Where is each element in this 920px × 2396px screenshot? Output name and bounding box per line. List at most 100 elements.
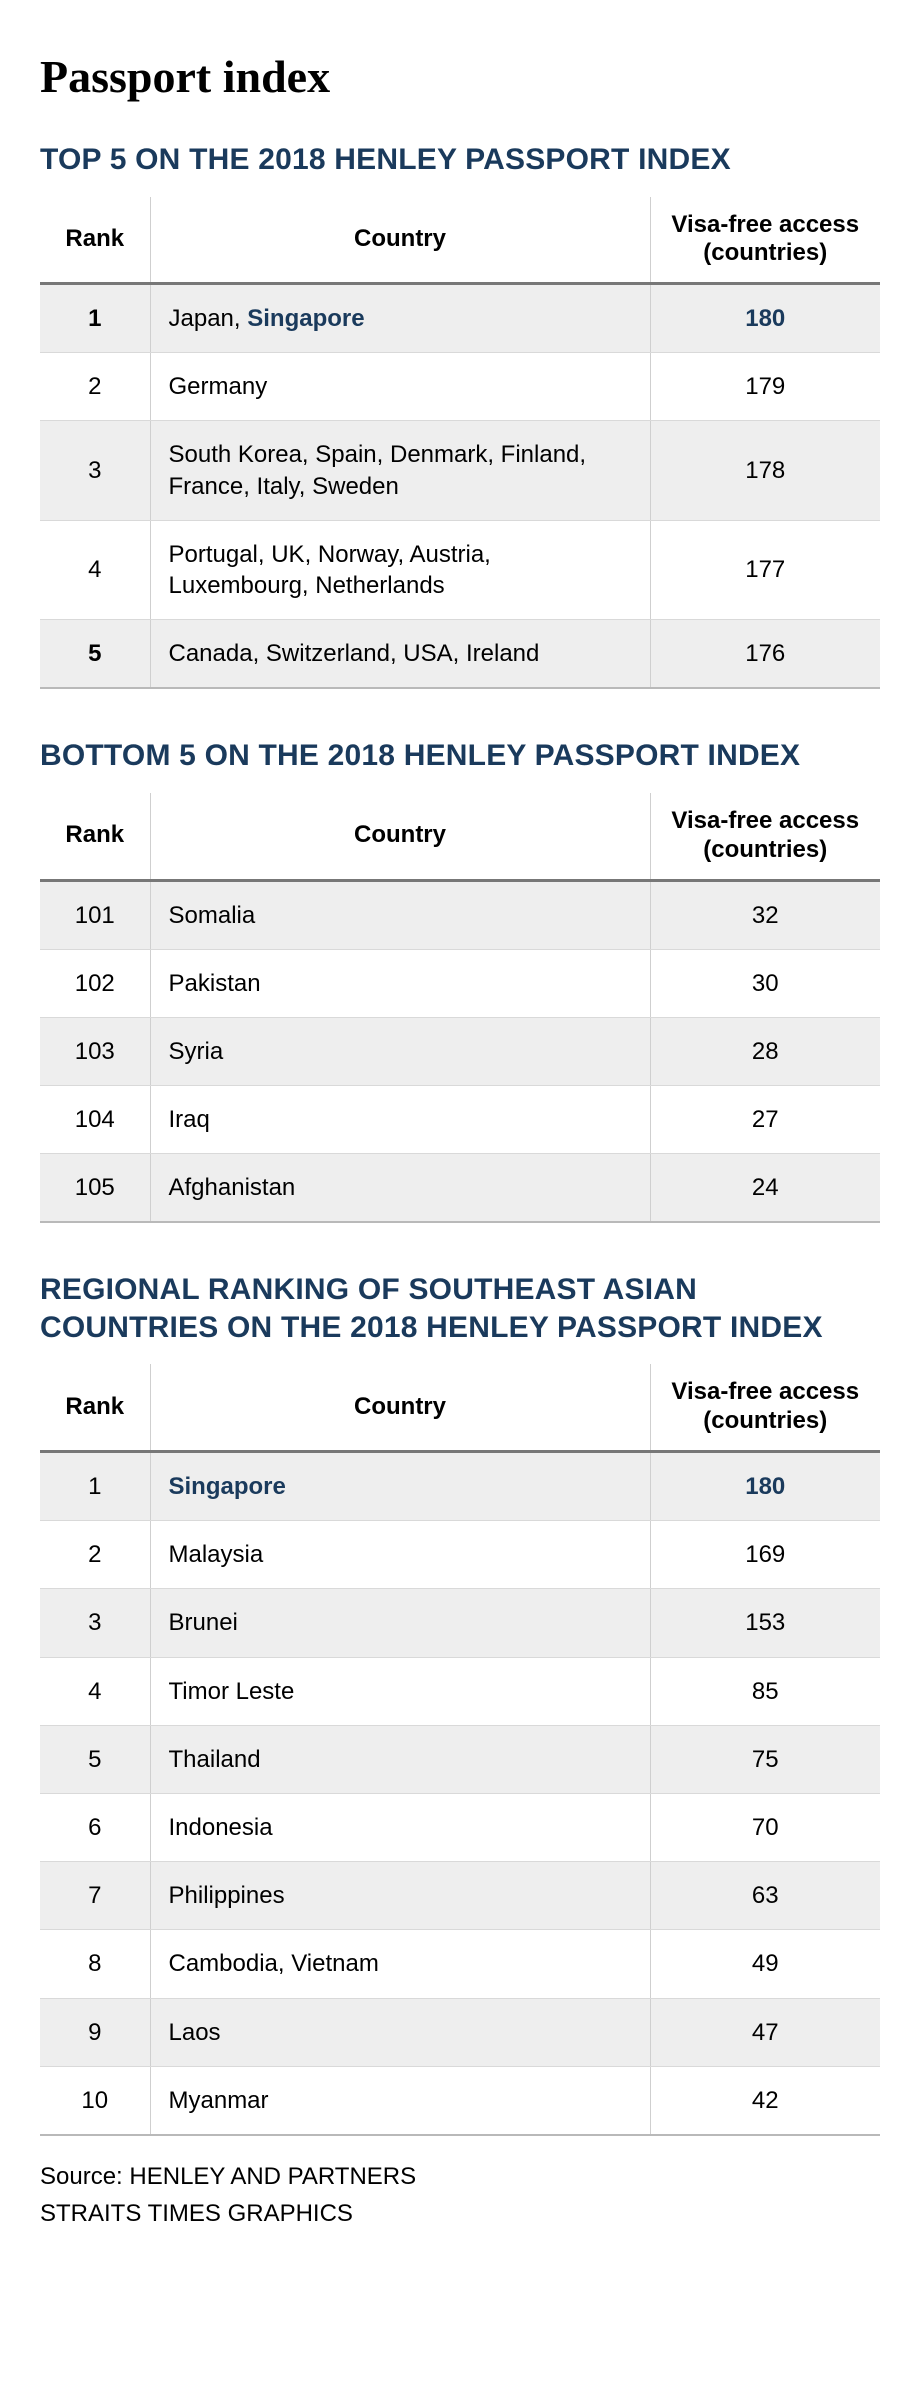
cell-access: 42 xyxy=(650,2066,880,2135)
cell-rank: 10 xyxy=(40,2066,150,2135)
col-header-country: Country xyxy=(150,793,650,880)
cell-access: 63 xyxy=(650,1862,880,1930)
credit: STRAITS TIMES GRAPHICS xyxy=(40,2200,353,2227)
cell-access: 32 xyxy=(650,880,880,949)
cell-country: Afghanistan xyxy=(150,1154,650,1223)
cell-country: Portugal, UK, Norway, Austria, Luxembour… xyxy=(150,520,650,619)
table-row: 6Indonesia70 xyxy=(40,1793,880,1861)
table-body: 1Singapore1802Malaysia1693Brunei1534Timo… xyxy=(40,1452,880,2135)
cell-rank: 2 xyxy=(40,1521,150,1589)
cell-country: Singapore xyxy=(150,1452,650,1521)
cell-country: Laos xyxy=(150,1998,650,2066)
cell-access: 28 xyxy=(650,1017,880,1085)
col-header-access: Visa-free access (countries) xyxy=(650,1364,880,1451)
cell-rank: 1 xyxy=(40,284,150,353)
ranking-table: Rank Country Visa-free access (countries… xyxy=(40,1364,880,2135)
table-row: 4Portugal, UK, Norway, Austria, Luxembou… xyxy=(40,520,880,619)
cell-rank: 103 xyxy=(40,1017,150,1085)
col-header-rank: Rank xyxy=(40,197,150,284)
cell-country: Cambodia, Vietnam xyxy=(150,1930,650,1998)
col-header-country: Country xyxy=(150,197,650,284)
cell-access: 177 xyxy=(650,520,880,619)
cell-rank: 1 xyxy=(40,1452,150,1521)
cell-access: 180 xyxy=(650,1452,880,1521)
cell-rank: 3 xyxy=(40,1589,150,1657)
table-body: 101Somalia32102Pakistan30103Syria28104Ir… xyxy=(40,880,880,1222)
cell-country: Pakistan xyxy=(150,949,650,1017)
table-row: 2Malaysia169 xyxy=(40,1521,880,1589)
cell-access: 75 xyxy=(650,1725,880,1793)
cell-rank: 4 xyxy=(40,1657,150,1725)
table-row: 4Timor Leste85 xyxy=(40,1657,880,1725)
cell-country: South Korea, Spain, Denmark, Finland, Fr… xyxy=(150,421,650,520)
section-top5: TOP 5 ON THE 2018 HENLEY PASSPORT INDEX … xyxy=(40,141,880,689)
cell-access: 179 xyxy=(650,353,880,421)
cell-country: Indonesia xyxy=(150,1793,650,1861)
cell-access: 30 xyxy=(650,949,880,1017)
cell-access: 180 xyxy=(650,284,880,353)
section-title: BOTTOM 5 ON THE 2018 HENLEY PASSPORT IND… xyxy=(40,737,880,775)
cell-country: Philippines xyxy=(150,1862,650,1930)
cell-country: Syria xyxy=(150,1017,650,1085)
cell-rank: 5 xyxy=(40,1725,150,1793)
table-row: 1Singapore180 xyxy=(40,1452,880,1521)
infographic-page: Passport index TOP 5 ON THE 2018 HENLEY … xyxy=(0,0,920,2292)
cell-rank: 4 xyxy=(40,520,150,619)
table-row: 1Japan, Singapore180 xyxy=(40,284,880,353)
cell-country: Japan, Singapore xyxy=(150,284,650,353)
source-block: Source: HENLEY AND PARTNERS STRAITS TIME… xyxy=(40,2158,880,2232)
cell-country: Iraq xyxy=(150,1086,650,1154)
cell-country: Canada, Switzerland, USA, Ireland xyxy=(150,620,650,689)
cell-access: 24 xyxy=(650,1154,880,1223)
cell-access: 70 xyxy=(650,1793,880,1861)
table-row: 5Thailand75 xyxy=(40,1725,880,1793)
cell-access: 49 xyxy=(650,1930,880,1998)
ranking-table: Rank Country Visa-free access (countries… xyxy=(40,197,880,690)
col-header-access: Visa-free access (countries) xyxy=(650,793,880,880)
cell-country: Timor Leste xyxy=(150,1657,650,1725)
cell-rank: 104 xyxy=(40,1086,150,1154)
table-row: 105Afghanistan24 xyxy=(40,1154,880,1223)
ranking-table: Rank Country Visa-free access (countries… xyxy=(40,793,880,1224)
cell-access: 85 xyxy=(650,1657,880,1725)
source-value: HENLEY AND PARTNERS xyxy=(129,2163,416,2190)
cell-country: Germany xyxy=(150,353,650,421)
table-row: 5Canada, Switzerland, USA, Ireland176 xyxy=(40,620,880,689)
table-row: 103Syria28 xyxy=(40,1017,880,1085)
cell-country: Myanmar xyxy=(150,2066,650,2135)
cell-rank: 6 xyxy=(40,1793,150,1861)
cell-access: 153 xyxy=(650,1589,880,1657)
cell-rank: 9 xyxy=(40,1998,150,2066)
col-header-access: Visa-free access (countries) xyxy=(650,197,880,284)
table-row: 3South Korea, Spain, Denmark, Finland, F… xyxy=(40,421,880,520)
cell-access: 169 xyxy=(650,1521,880,1589)
table-row: 3Brunei153 xyxy=(40,1589,880,1657)
col-header-country: Country xyxy=(150,1364,650,1451)
table-row: 102Pakistan30 xyxy=(40,949,880,1017)
cell-rank: 5 xyxy=(40,620,150,689)
cell-country: Thailand xyxy=(150,1725,650,1793)
table-row: 104Iraq27 xyxy=(40,1086,880,1154)
cell-access: 47 xyxy=(650,1998,880,2066)
cell-access: 27 xyxy=(650,1086,880,1154)
section-title: TOP 5 ON THE 2018 HENLEY PASSPORT INDEX xyxy=(40,141,880,179)
cell-rank: 101 xyxy=(40,880,150,949)
cell-rank: 102 xyxy=(40,949,150,1017)
cell-country: Malaysia xyxy=(150,1521,650,1589)
section-regional: REGIONAL RANKING OF SOUTHEAST ASIAN COUN… xyxy=(40,1271,880,2135)
table-row: 8Cambodia, Vietnam49 xyxy=(40,1930,880,1998)
cell-access: 178 xyxy=(650,421,880,520)
table-body: 1Japan, Singapore1802Germany1793South Ko… xyxy=(40,284,880,689)
cell-country: Brunei xyxy=(150,1589,650,1657)
table-row: 10Myanmar42 xyxy=(40,2066,880,2135)
section-bottom5: BOTTOM 5 ON THE 2018 HENLEY PASSPORT IND… xyxy=(40,737,880,1223)
page-title: Passport index xyxy=(40,50,880,103)
cell-access: 176 xyxy=(650,620,880,689)
cell-rank: 2 xyxy=(40,353,150,421)
table-row: 101Somalia32 xyxy=(40,880,880,949)
section-title: REGIONAL RANKING OF SOUTHEAST ASIAN COUN… xyxy=(40,1271,880,1346)
table-row: 2Germany179 xyxy=(40,353,880,421)
cell-rank: 105 xyxy=(40,1154,150,1223)
source-label: Source: xyxy=(40,2163,129,2190)
cell-rank: 3 xyxy=(40,421,150,520)
